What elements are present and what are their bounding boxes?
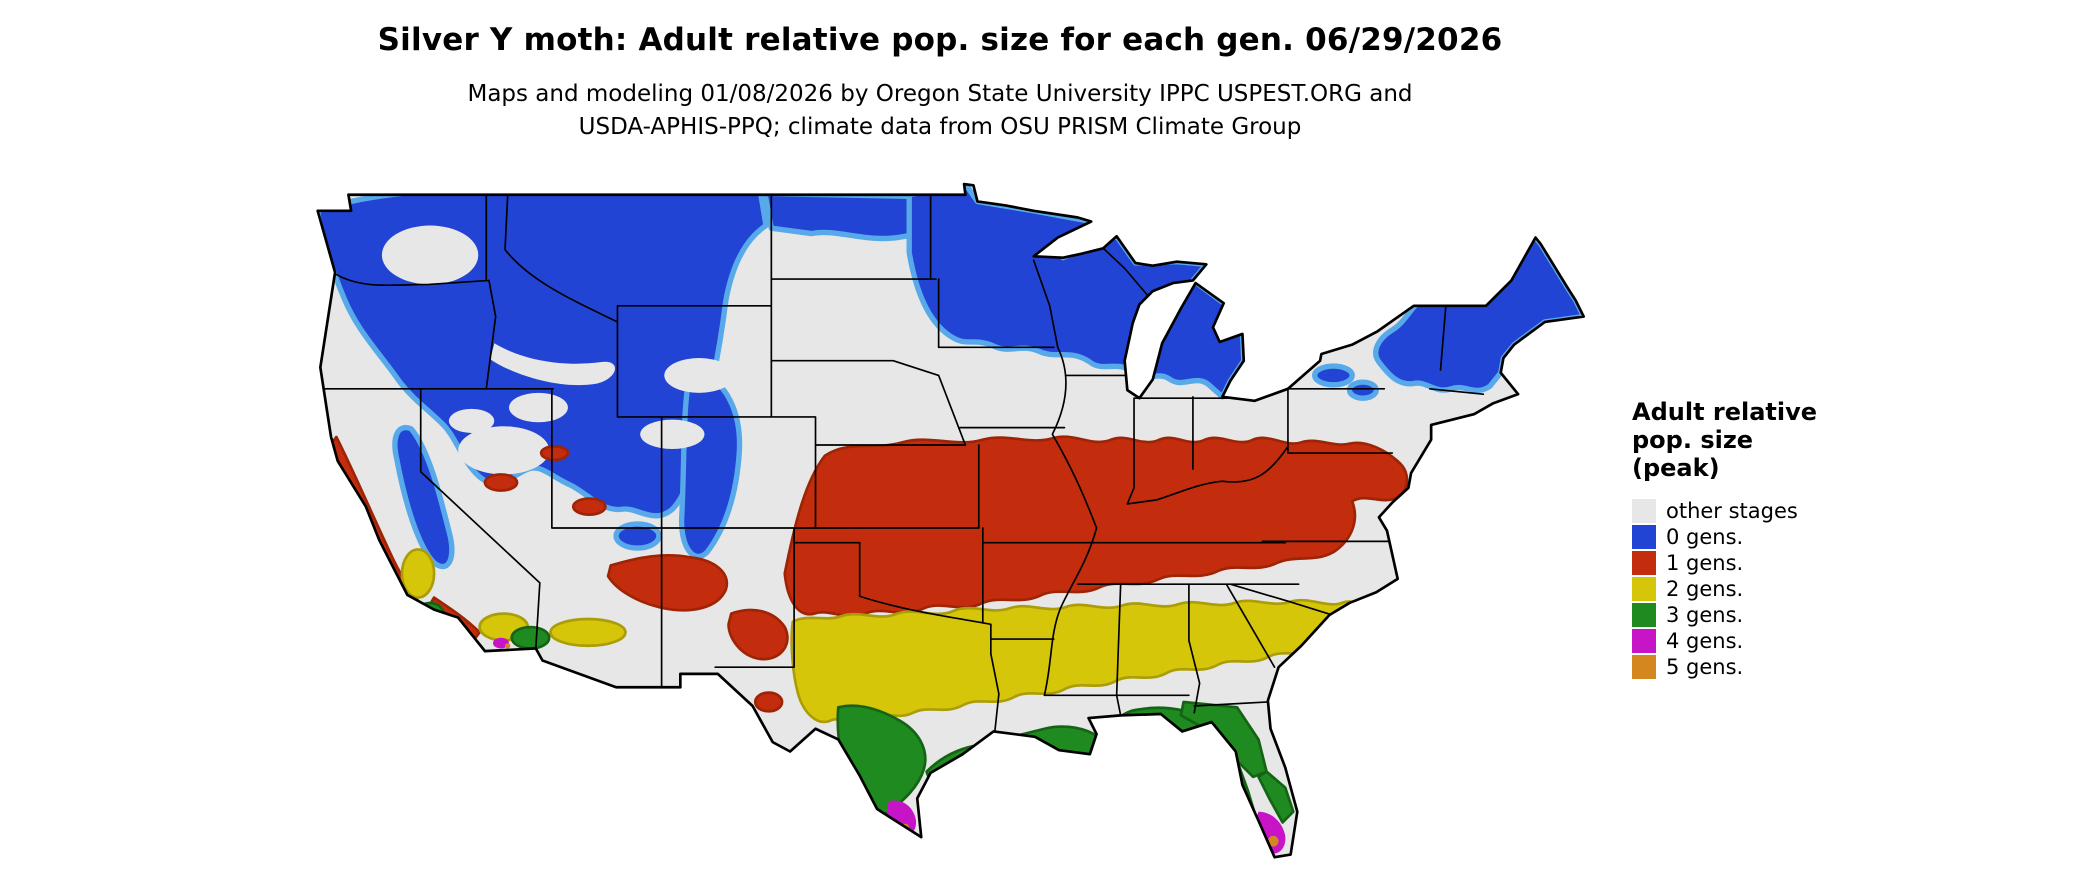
legend-title: Adult relative pop. size (peak) (1632, 398, 1817, 482)
legend-item-5-gens: 5 gens. (1632, 654, 1817, 680)
legend-label-other-stages: other stages (1666, 499, 1798, 523)
legend-label-2-gens: 2 gens. (1666, 577, 1744, 601)
subtitle-line-1: Maps and modeling 01/08/2026 by Oregon S… (467, 81, 1413, 107)
us-map (316, 182, 1586, 859)
legend-swatch-3-gens (1632, 603, 1656, 627)
legend-swatch-0-gens (1632, 525, 1656, 549)
other-stages-basins (351, 225, 734, 600)
legend-label-3-gens: 3 gens. (1666, 603, 1744, 627)
legend-label-0-gens: 0 gens. (1666, 525, 1744, 549)
legend-title-line-2: pop. size (1632, 426, 1754, 454)
legend-swatch-4-gens (1632, 629, 1656, 653)
legend-item-3-gens: 3 gens. (1632, 602, 1817, 628)
page-title: Silver Y moth: Adult relative pop. size … (377, 22, 1503, 58)
state-borders (323, 193, 1485, 733)
legend-label-5-gens: 5 gens. (1666, 655, 1744, 679)
legend-item-other-stages: other stages (1632, 498, 1817, 524)
legend-title-line-3: (peak) (1632, 454, 1720, 482)
legend-swatch-5-gens (1632, 655, 1656, 679)
legend-label-4-gens: 4 gens. (1666, 629, 1744, 653)
legend-item-1-gens: 1 gens. (1632, 550, 1817, 576)
subtitle: Maps and modeling 01/08/2026 by Oregon S… (0, 58, 1880, 144)
legend-title-line-1: Adult relative (1632, 398, 1818, 426)
legend-item-2-gens: 2 gens. (1632, 576, 1817, 602)
legend-swatch-1-gens (1632, 551, 1656, 575)
legend: Adult relative pop. size (peak) other st… (1632, 398, 1817, 680)
band-2-gens-yellow (400, 548, 1382, 724)
legend-swatch-2-gens (1632, 577, 1656, 601)
legend-item-0-gens: 0 gens. (1632, 524, 1817, 550)
us-map-figure (300, 172, 1592, 888)
subtitle-line-2: USDA-APHIS-PPQ; climate data from OSU PR… (578, 114, 1302, 140)
legend-swatch-other-stages (1632, 499, 1656, 523)
legend-label-1-gens: 1 gens. (1666, 551, 1744, 575)
header: Silver Y moth: Adult relative pop. size … (0, 0, 1880, 144)
legend-items: other stages 0 gens. 1 gens. 2 gens. 3 g… (1632, 498, 1817, 680)
legend-item-4-gens: 4 gens. (1632, 628, 1817, 654)
